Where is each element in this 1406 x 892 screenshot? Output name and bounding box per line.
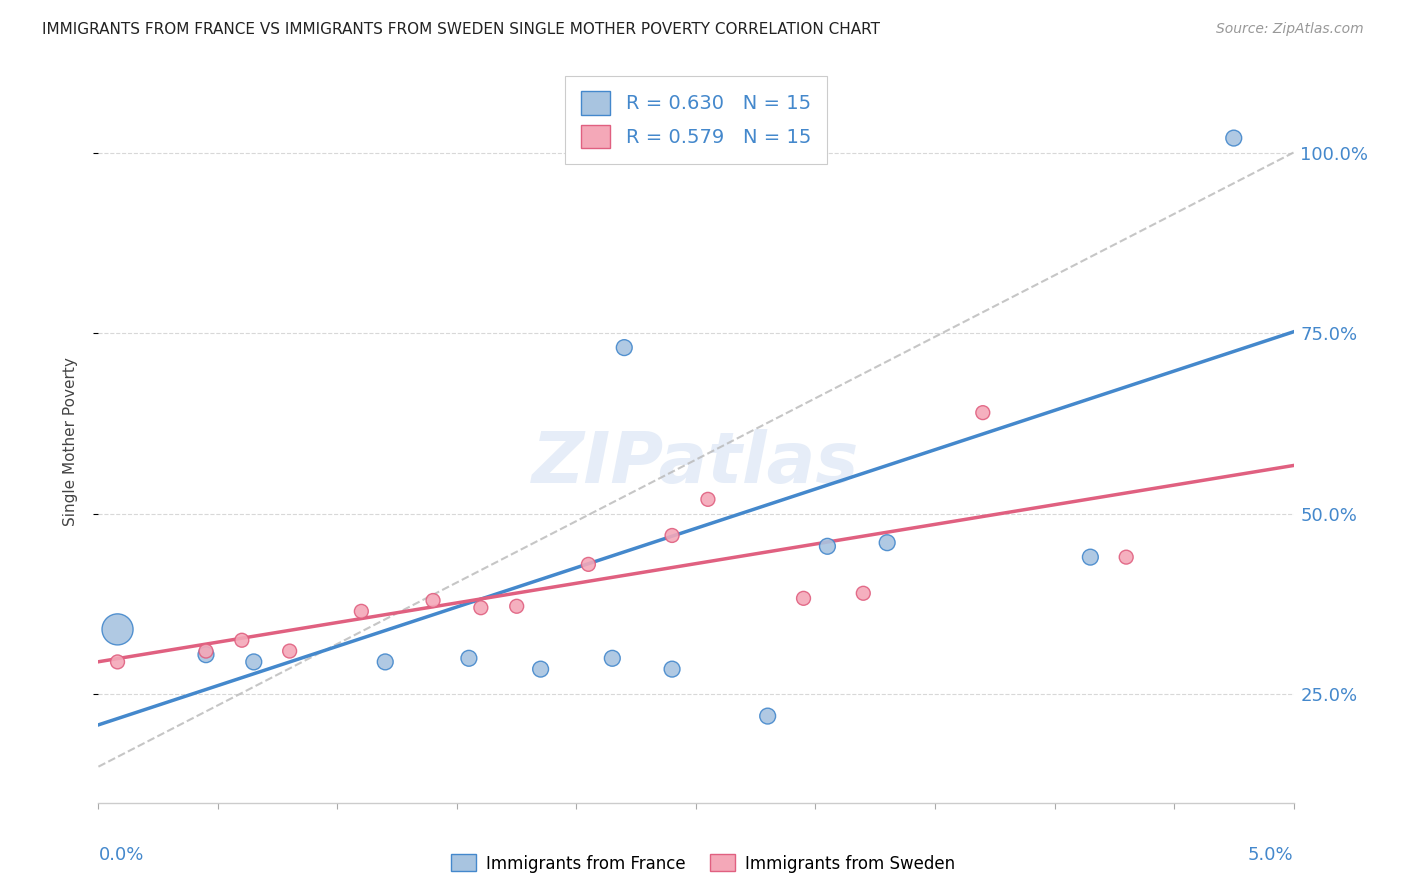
Text: 5.0%: 5.0% [1249,847,1294,864]
Text: Source: ZipAtlas.com: Source: ZipAtlas.com [1216,22,1364,37]
Point [613,341,636,355]
Point [350,604,373,618]
Text: ZIPatlas: ZIPatlas [533,429,859,498]
Point [793,591,815,606]
Point [602,651,624,665]
Point [852,586,875,600]
Legend: Immigrants from France, Immigrants from Sweden: Immigrants from France, Immigrants from … [444,847,962,880]
Point [422,593,444,607]
Point [876,535,898,549]
Text: 0.0%: 0.0% [98,847,143,864]
Point [506,599,529,614]
Point [458,651,481,665]
Legend: R = 0.630   N = 15, R = 0.579   N = 15: R = 0.630 N = 15, R = 0.579 N = 15 [565,76,827,164]
Point [756,709,779,723]
Point [231,633,253,648]
Point [278,644,301,658]
Point [578,558,600,572]
Point [815,539,838,553]
Y-axis label: Single Mother Poverty: Single Mother Poverty [63,357,77,526]
Point [1080,550,1102,565]
Point [530,662,553,676]
Point [374,655,396,669]
Point [107,623,129,637]
Point [1115,550,1137,565]
Text: IMMIGRANTS FROM FRANCE VS IMMIGRANTS FROM SWEDEN SINGLE MOTHER POVERTY CORRELATI: IMMIGRANTS FROM FRANCE VS IMMIGRANTS FRO… [42,22,880,37]
Point [756,131,779,145]
Point [195,648,218,662]
Point [1223,131,1246,145]
Point [697,492,720,507]
Point [661,528,683,542]
Point [243,655,266,669]
Point [972,406,994,420]
Point [195,644,218,658]
Point [470,600,492,615]
Point [107,655,129,669]
Point [661,662,683,676]
